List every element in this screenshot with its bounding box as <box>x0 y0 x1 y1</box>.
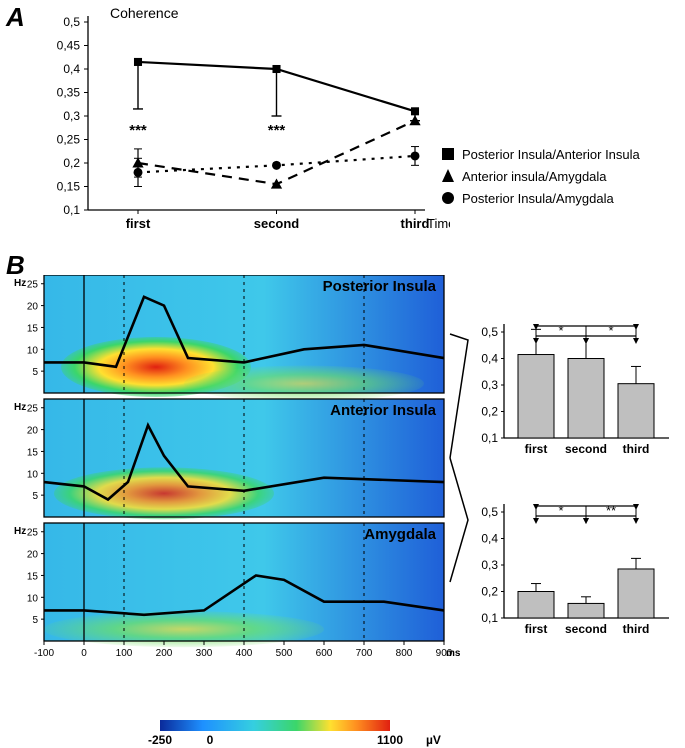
svg-text:0,5: 0,5 <box>63 15 80 29</box>
svg-text:20: 20 <box>27 426 39 437</box>
svg-text:0,5: 0,5 <box>481 505 498 519</box>
svg-text:0,2: 0,2 <box>481 585 498 599</box>
svg-text:700: 700 <box>356 648 373 659</box>
svg-text:0,4: 0,4 <box>63 62 80 76</box>
svg-text:Coherence: Coherence <box>110 5 179 21</box>
svg-text:200: 200 <box>156 648 173 659</box>
svg-text:0,2: 0,2 <box>481 405 498 419</box>
svg-text:0,25: 0,25 <box>57 133 81 147</box>
svg-text:Posterior Insula/Anterior Insu: Posterior Insula/Anterior Insula <box>462 147 641 162</box>
svg-text:25: 25 <box>27 404 39 415</box>
svg-text:0,4: 0,4 <box>481 352 498 366</box>
svg-text:second: second <box>565 622 607 636</box>
svg-text:0,2: 0,2 <box>63 156 80 170</box>
svg-text:20: 20 <box>27 550 39 561</box>
svg-text:10: 10 <box>27 345 39 356</box>
svg-text:µV: µV <box>426 733 441 747</box>
svg-text:Posterior Insula/Amygdala: Posterior Insula/Amygdala <box>462 191 615 206</box>
svg-text:second: second <box>254 216 300 231</box>
svg-text:300: 300 <box>196 648 213 659</box>
svg-text:0,35: 0,35 <box>57 86 81 100</box>
svg-text:Posterior Insula: Posterior Insula <box>323 278 437 295</box>
svg-text:0,3: 0,3 <box>481 558 498 572</box>
svg-text:***: *** <box>129 122 147 139</box>
svg-text:1100: 1100 <box>377 733 403 747</box>
svg-text:0,1: 0,1 <box>481 611 498 625</box>
svg-text:third: third <box>623 622 650 636</box>
svg-text:0,1: 0,1 <box>63 203 80 217</box>
svg-text:second: second <box>565 442 607 456</box>
svg-text:500: 500 <box>276 648 293 659</box>
svg-text:0,3: 0,3 <box>63 109 80 123</box>
svg-text:800: 800 <box>396 648 413 659</box>
svg-text:10: 10 <box>27 469 39 480</box>
svg-text:0,3: 0,3 <box>481 378 498 392</box>
svg-text:5: 5 <box>32 367 38 378</box>
svg-text:ms: ms <box>446 648 461 659</box>
svg-text:*: * <box>558 503 563 518</box>
svg-text:*: * <box>608 323 613 338</box>
svg-text:0: 0 <box>207 733 214 747</box>
svg-text:0: 0 <box>81 648 87 659</box>
svg-text:400: 400 <box>236 648 253 659</box>
svg-text:0,1: 0,1 <box>481 431 498 445</box>
svg-text:0,45: 0,45 <box>57 39 81 53</box>
svg-text:600: 600 <box>316 648 333 659</box>
svg-text:first: first <box>525 442 548 456</box>
svg-text:0,5: 0,5 <box>481 325 498 339</box>
svg-text:5: 5 <box>32 491 38 502</box>
svg-text:0,15: 0,15 <box>57 180 81 194</box>
panel-b-spectrograms: 510152025HzPosterior Insula510152025HzAn… <box>0 275 470 735</box>
svg-text:third: third <box>401 216 430 231</box>
svg-text:25: 25 <box>27 280 39 291</box>
svg-text:20: 20 <box>27 302 39 313</box>
panel-b-barcharts: 0,10,20,30,40,5firstsecondthird**0,10,20… <box>470 300 685 670</box>
svg-text:first: first <box>525 622 548 636</box>
svg-text:Anterior insula/Amygdala: Anterior insula/Amygdala <box>462 169 607 184</box>
svg-text:Amygdala: Amygdala <box>364 526 436 543</box>
svg-text:15: 15 <box>27 571 39 582</box>
svg-text:5: 5 <box>32 615 38 626</box>
svg-text:first: first <box>126 216 151 231</box>
svg-text:-100: -100 <box>34 648 54 659</box>
svg-text:15: 15 <box>27 323 39 334</box>
svg-text:Hz: Hz <box>14 402 26 413</box>
panel-a-legend: Posterior Insula/Anterior Insula Anterior… <box>440 140 680 220</box>
svg-text:100: 100 <box>116 648 133 659</box>
svg-text:third: third <box>623 442 650 456</box>
svg-text:Anterior Insula: Anterior Insula <box>330 402 437 419</box>
svg-text:15: 15 <box>27 447 39 458</box>
panel-a-chart: 0,1 0,15 0,2 0,25 0,3 0,35 0,4 0,45 0,5 first seco… <box>20 0 450 235</box>
svg-text:*: * <box>558 323 563 338</box>
svg-text:Hz: Hz <box>14 526 26 537</box>
svg-text:Hz: Hz <box>14 278 26 289</box>
svg-text:***: *** <box>268 122 286 139</box>
svg-text:0,4: 0,4 <box>481 532 498 546</box>
svg-text:25: 25 <box>27 528 39 539</box>
svg-text:**: ** <box>606 503 616 518</box>
panel-b-colorbar: -250 0 1100 µV <box>130 718 480 748</box>
svg-text:10: 10 <box>27 593 39 604</box>
svg-text:-250: -250 <box>148 733 172 747</box>
